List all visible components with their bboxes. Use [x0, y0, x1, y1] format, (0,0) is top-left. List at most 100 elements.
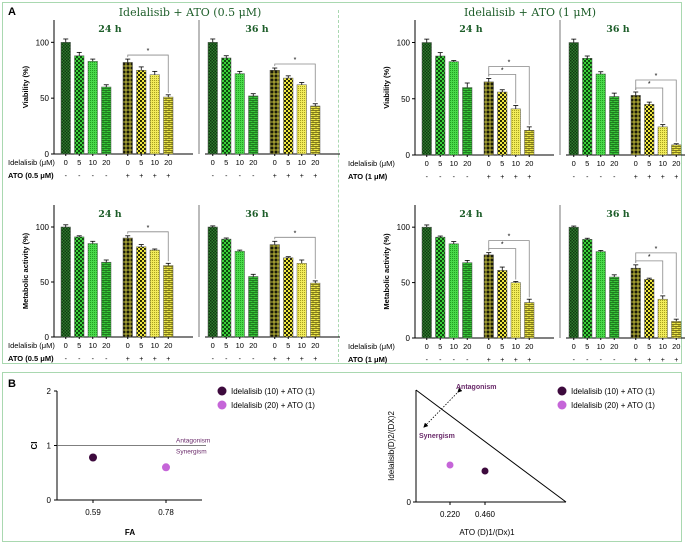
- dose-label: 0: [634, 342, 638, 351]
- dose-label: 0: [572, 342, 576, 351]
- y-tick-label: 50: [401, 95, 410, 104]
- antagonism-label: Antagonism: [176, 438, 210, 445]
- time-label: 36 h: [245, 24, 269, 35]
- bar: [310, 282, 321, 338]
- antagonism-label: Antagonism: [456, 384, 496, 391]
- ato-row-label: ATO (1 μM): [348, 172, 388, 181]
- bar: [101, 86, 112, 155]
- ato-sign: -: [65, 173, 68, 180]
- ato-sign: +: [634, 174, 638, 181]
- y-tick-label: 50: [40, 278, 49, 287]
- y-tick-label: 100: [36, 38, 50, 47]
- ato-sign: -: [586, 174, 589, 181]
- y-axis-label: Viability (%): [382, 66, 391, 109]
- ato-sign: +: [273, 356, 277, 363]
- dose-label: 5: [224, 341, 228, 350]
- chart-title: Idelalisib + ATO (1 μM): [464, 6, 596, 19]
- ato-sign: +: [166, 356, 170, 363]
- dose-label: 5: [647, 342, 651, 351]
- ato-sign: +: [647, 357, 651, 364]
- dose-label: 5: [585, 342, 589, 351]
- ci-fa-chart: 0 1 2 CI Antagonism Synergism 0.59 0.78 FA Idelal…: [30, 386, 315, 537]
- x-tick-label: 0.78: [158, 508, 174, 517]
- dose-label: 5: [224, 158, 228, 167]
- panel-a-divider: [338, 10, 339, 362]
- y-tick-label: 0: [45, 333, 50, 342]
- bar: [74, 55, 85, 155]
- dose-label: 20: [672, 159, 680, 168]
- bar: [609, 276, 620, 339]
- time-label: 24 h: [98, 24, 122, 35]
- bar: [207, 226, 218, 338]
- bar: [101, 261, 112, 338]
- legend-label: Idelalisib (10) + ATO (1): [571, 387, 655, 396]
- dose-label: 0: [64, 158, 68, 167]
- y-tick-label: 0: [406, 151, 411, 160]
- bar: [524, 302, 535, 339]
- ato-sign: -: [239, 173, 242, 180]
- dose-label: 0: [425, 159, 429, 168]
- bar: [283, 77, 294, 155]
- bar: [657, 298, 668, 339]
- significance-star: *: [147, 48, 150, 55]
- ato-sign: +: [313, 173, 317, 180]
- bar: [435, 236, 446, 339]
- significance-bracket: [127, 231, 169, 262]
- bar: [483, 254, 494, 339]
- idelalisib-row-label: Idelalisib (μM): [8, 158, 55, 167]
- panel-b-letter: B: [8, 378, 16, 390]
- ato-sign: +: [126, 356, 130, 363]
- bar: [595, 73, 606, 156]
- bar: [163, 265, 174, 338]
- significance-star: *: [501, 242, 504, 249]
- bar: [296, 84, 307, 155]
- legend-label: Idelalisib (10) + ATO (1): [231, 387, 315, 396]
- time-label: 24 h: [459, 24, 483, 35]
- bar: [483, 81, 494, 156]
- ato-sign: -: [600, 357, 603, 364]
- significance-star: *: [294, 57, 297, 64]
- panel-a-letter: A: [8, 6, 16, 18]
- dose-label: 0: [634, 159, 638, 168]
- additivity-line: [415, 389, 567, 503]
- significance-bracket: [274, 236, 316, 279]
- ato-sign: +: [487, 174, 491, 181]
- significance-star: *: [501, 68, 504, 75]
- bar: [497, 91, 508, 156]
- bar: [283, 257, 294, 338]
- bar: [510, 282, 521, 339]
- ato-sign: +: [500, 174, 504, 181]
- ato-sign: +: [661, 174, 665, 181]
- ato-sign: -: [252, 173, 255, 180]
- ato-sign: +: [139, 173, 143, 180]
- y-tick-label: 0: [45, 150, 50, 159]
- time-label: 36 h: [245, 209, 269, 220]
- bar: [524, 130, 535, 156]
- data-point: [481, 467, 489, 475]
- significance-star: *: [508, 234, 511, 241]
- dose-label: 5: [77, 341, 81, 350]
- time-label: 24 h: [98, 209, 122, 220]
- y-axis-label: Metabolic activity (%): [382, 233, 391, 310]
- isobologram-chart: 0 Idelalisib(D)2/(DX)2 0.220 0.460 ATO (D)1/…: [387, 384, 655, 537]
- x-tick-label: 0.220: [440, 510, 461, 519]
- bar: [609, 96, 620, 156]
- dose-label: 0: [126, 158, 130, 167]
- data-point: [89, 453, 97, 462]
- ato-sign: +: [674, 174, 678, 181]
- bar: [60, 226, 71, 338]
- ato-sign: +: [674, 357, 678, 364]
- y-axis-label: CI: [30, 442, 39, 450]
- ato-sign: +: [527, 357, 531, 364]
- ato-sign: -: [613, 174, 616, 181]
- bar: [87, 243, 98, 338]
- dose-label: 20: [525, 342, 533, 351]
- dose-label: 20: [525, 159, 533, 168]
- dose-label: 10: [236, 158, 244, 167]
- ato-sign: -: [92, 356, 95, 363]
- dose-label: 5: [500, 159, 504, 168]
- ato-sign: -: [105, 173, 108, 180]
- ato-sign: +: [139, 356, 143, 363]
- bar: [421, 42, 432, 156]
